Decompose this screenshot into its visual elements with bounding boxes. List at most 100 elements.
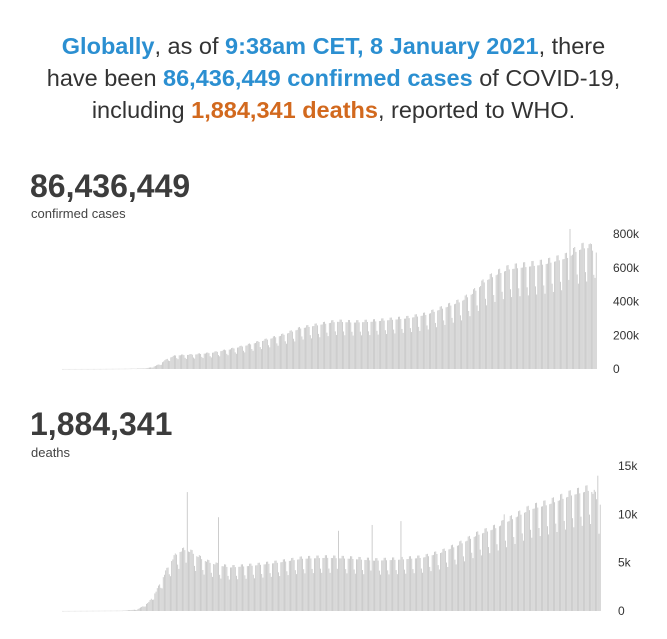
- bar: [479, 287, 480, 369]
- bar: [266, 561, 267, 611]
- bar: [437, 310, 439, 369]
- bar: [563, 520, 565, 611]
- bar: [482, 279, 484, 369]
- bar: [564, 529, 566, 611]
- bar: [178, 568, 180, 611]
- bar: [252, 574, 254, 611]
- bar: [304, 573, 306, 611]
- bar: [161, 588, 163, 611]
- bar: [433, 311, 435, 369]
- bar: [544, 293, 546, 369]
- bar: [593, 489, 595, 611]
- bar: [561, 290, 563, 369]
- bar: [425, 554, 427, 611]
- bar: [477, 531, 479, 611]
- bar: [333, 555, 335, 611]
- bar: [213, 352, 215, 369]
- bar: [375, 321, 377, 369]
- bar: [152, 599, 153, 611]
- bar: [309, 335, 311, 369]
- bar: [225, 350, 227, 369]
- y-tick-label: 200k: [613, 328, 640, 342]
- bar: [497, 550, 499, 611]
- bar: [591, 244, 592, 369]
- bar: [395, 319, 397, 369]
- bar: [521, 533, 523, 611]
- bar: [271, 338, 273, 369]
- bar: [145, 368, 147, 369]
- bar: [591, 491, 593, 611]
- bar: [247, 343, 249, 369]
- bar: [175, 355, 177, 369]
- bar: [407, 558, 409, 611]
- bar: [346, 573, 348, 611]
- bar: [310, 558, 312, 611]
- bar: [138, 608, 140, 611]
- bar: [570, 495, 572, 611]
- bar: [148, 367, 150, 369]
- bar: [218, 517, 219, 611]
- bar: [467, 536, 469, 611]
- bar: [250, 563, 252, 611]
- bar: [359, 557, 361, 611]
- headline-text: including: [91, 97, 192, 123]
- bar: [465, 294, 467, 369]
- bar: [131, 609, 133, 611]
- bar: [150, 367, 151, 369]
- bar: [264, 564, 266, 611]
- bar: [162, 577, 164, 611]
- bar: [428, 556, 429, 611]
- bar: [381, 560, 383, 611]
- bar: [147, 367, 149, 369]
- bar: [238, 566, 240, 611]
- bar: [383, 320, 385, 370]
- bar: [314, 558, 315, 611]
- bar: [312, 573, 314, 611]
- bar: [206, 352, 208, 369]
- bar: [525, 512, 527, 611]
- bar: [453, 547, 455, 611]
- bar: [518, 288, 520, 369]
- bar: [232, 565, 234, 611]
- bar: [467, 297, 468, 369]
- bar: [506, 265, 508, 369]
- bar: [504, 540, 506, 611]
- bar: [505, 270, 507, 369]
- bar: [561, 493, 563, 611]
- bar: [460, 540, 462, 611]
- bar: [562, 498, 564, 611]
- bar: [174, 553, 176, 611]
- bar: [510, 289, 511, 369]
- bar: [355, 322, 356, 369]
- bar: [334, 331, 336, 369]
- bar: [318, 333, 320, 369]
- bar: [492, 277, 493, 369]
- bar: [235, 353, 237, 369]
- bar: [402, 332, 404, 369]
- bar: [383, 557, 385, 611]
- bar: [489, 274, 491, 369]
- bar: [598, 533, 600, 611]
- bar: [365, 560, 367, 611]
- bar: [386, 560, 387, 611]
- bar: [238, 347, 240, 369]
- bar: [258, 562, 260, 611]
- bar: [472, 558, 474, 611]
- bar: [296, 329, 298, 369]
- bar: [275, 337, 277, 369]
- bar: [275, 560, 277, 611]
- y-tick-label: 600k: [613, 261, 640, 275]
- bar: [234, 567, 236, 611]
- bar: [458, 302, 460, 369]
- bar: [178, 355, 180, 369]
- bar: [400, 521, 402, 611]
- bar: [135, 609, 137, 611]
- bar: [289, 330, 291, 369]
- headline-text: , there: [538, 33, 606, 59]
- y-tick-label: 10k: [618, 507, 638, 521]
- bar: [450, 545, 452, 611]
- bar: [479, 549, 481, 611]
- bar: [456, 545, 458, 611]
- bar: [432, 309, 434, 369]
- bar: [436, 327, 437, 369]
